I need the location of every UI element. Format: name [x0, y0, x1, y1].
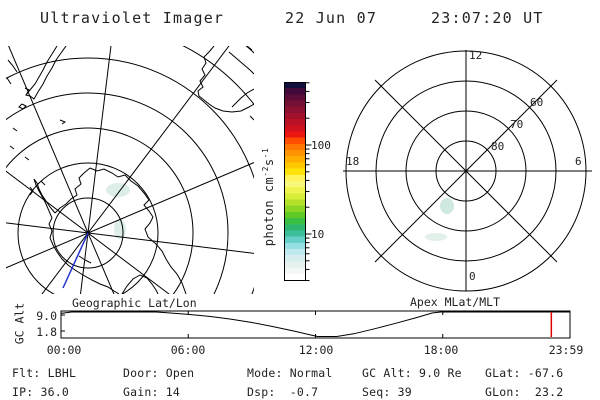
status-flt: Flt: LBHL	[12, 366, 77, 380]
status-gc-alt: GC Alt: 9.0 Re	[362, 366, 462, 380]
strip-y-axis-label: GC Alt	[12, 302, 27, 345]
geographic-map	[0, 0, 368, 400]
airglow-patch	[106, 183, 130, 197]
map-lat-circle	[6, 57, 254, 294]
status-ip: IP: 36.0	[12, 385, 69, 399]
header-time: 23:07:20 UT	[431, 9, 544, 27]
map-lon-line	[8, 46, 115, 294]
aurora-patch	[440, 198, 454, 214]
mlt-diagonal-se	[374, 79, 558, 263]
coastlines	[6, 46, 254, 294]
status-gain: Gain: 14	[123, 385, 180, 399]
colorbar-tick-10: 10	[311, 228, 325, 241]
map-panel-title: Geographic Lat/Lon	[72, 296, 197, 310]
status-mode: Mode: Normal	[247, 366, 333, 380]
mlat-label-80: 80	[491, 140, 505, 153]
strip-ytick-1-8: 1.8	[36, 325, 57, 339]
status-glat: GLat: -67.6	[485, 366, 564, 380]
map-lat-circle	[6, 92, 229, 294]
strip-xtick-2359: 23:59	[548, 343, 584, 357]
polar-panel-title: Apex MLat/MLT	[410, 295, 501, 309]
mlat-label-60: 60	[530, 96, 544, 109]
strip-xtick-1200: 12:00	[298, 343, 334, 357]
map-lon-line	[6, 222, 254, 254]
colorbar-ticks	[305, 82, 312, 282]
mlat-label-70: 70	[510, 118, 524, 131]
colorbar-unit-label: photon cm-2s-1	[261, 147, 276, 247]
map-lat-circle	[17, 162, 159, 294]
gc-alt-curve	[60, 311, 570, 337]
mlt-label-18: 18	[346, 155, 360, 168]
mlt-label-6: 6	[575, 155, 582, 168]
map-lat-lon-grid	[0, 0, 368, 400]
mlt-label-12: 12	[469, 49, 483, 62]
strip-xtick-0000: 00:00	[46, 343, 82, 357]
aurora-patch-faint	[425, 233, 447, 241]
apex-polar-plot	[343, 50, 592, 292]
map-lat-circle	[6, 127, 194, 294]
strip-xtick-1800: 18:00	[423, 343, 459, 357]
status-seq: Seq: 39	[362, 385, 412, 399]
status-door: Door: Open	[123, 366, 195, 380]
strip-ytick-9: 9.0	[36, 309, 57, 323]
colorbar	[284, 82, 305, 280]
map-lon-line	[41, 46, 230, 294]
map-lat-circle	[0, 0, 368, 400]
strip-chart-frame	[60, 310, 571, 339]
colorbar-tick-100: 100	[311, 139, 331, 152]
colorbar-axis	[284, 82, 312, 282]
status-dsp: Dsp: -0.7	[247, 385, 319, 399]
map-lat-circle	[52, 197, 124, 269]
orbit-track-line	[62, 232, 89, 289]
mlt-label-0: 0	[469, 270, 476, 283]
strip-chart-ticks	[61, 311, 444, 338]
header-date: 22 Jun 07	[285, 9, 378, 27]
status-glon: GLon: 23.2	[485, 385, 564, 399]
strip-xtick-0600: 06:00	[170, 343, 206, 357]
colorbar-border	[284, 82, 306, 281]
gc-alt-strip-chart	[60, 310, 571, 339]
app-title: Ultraviolet Imager	[40, 9, 225, 27]
